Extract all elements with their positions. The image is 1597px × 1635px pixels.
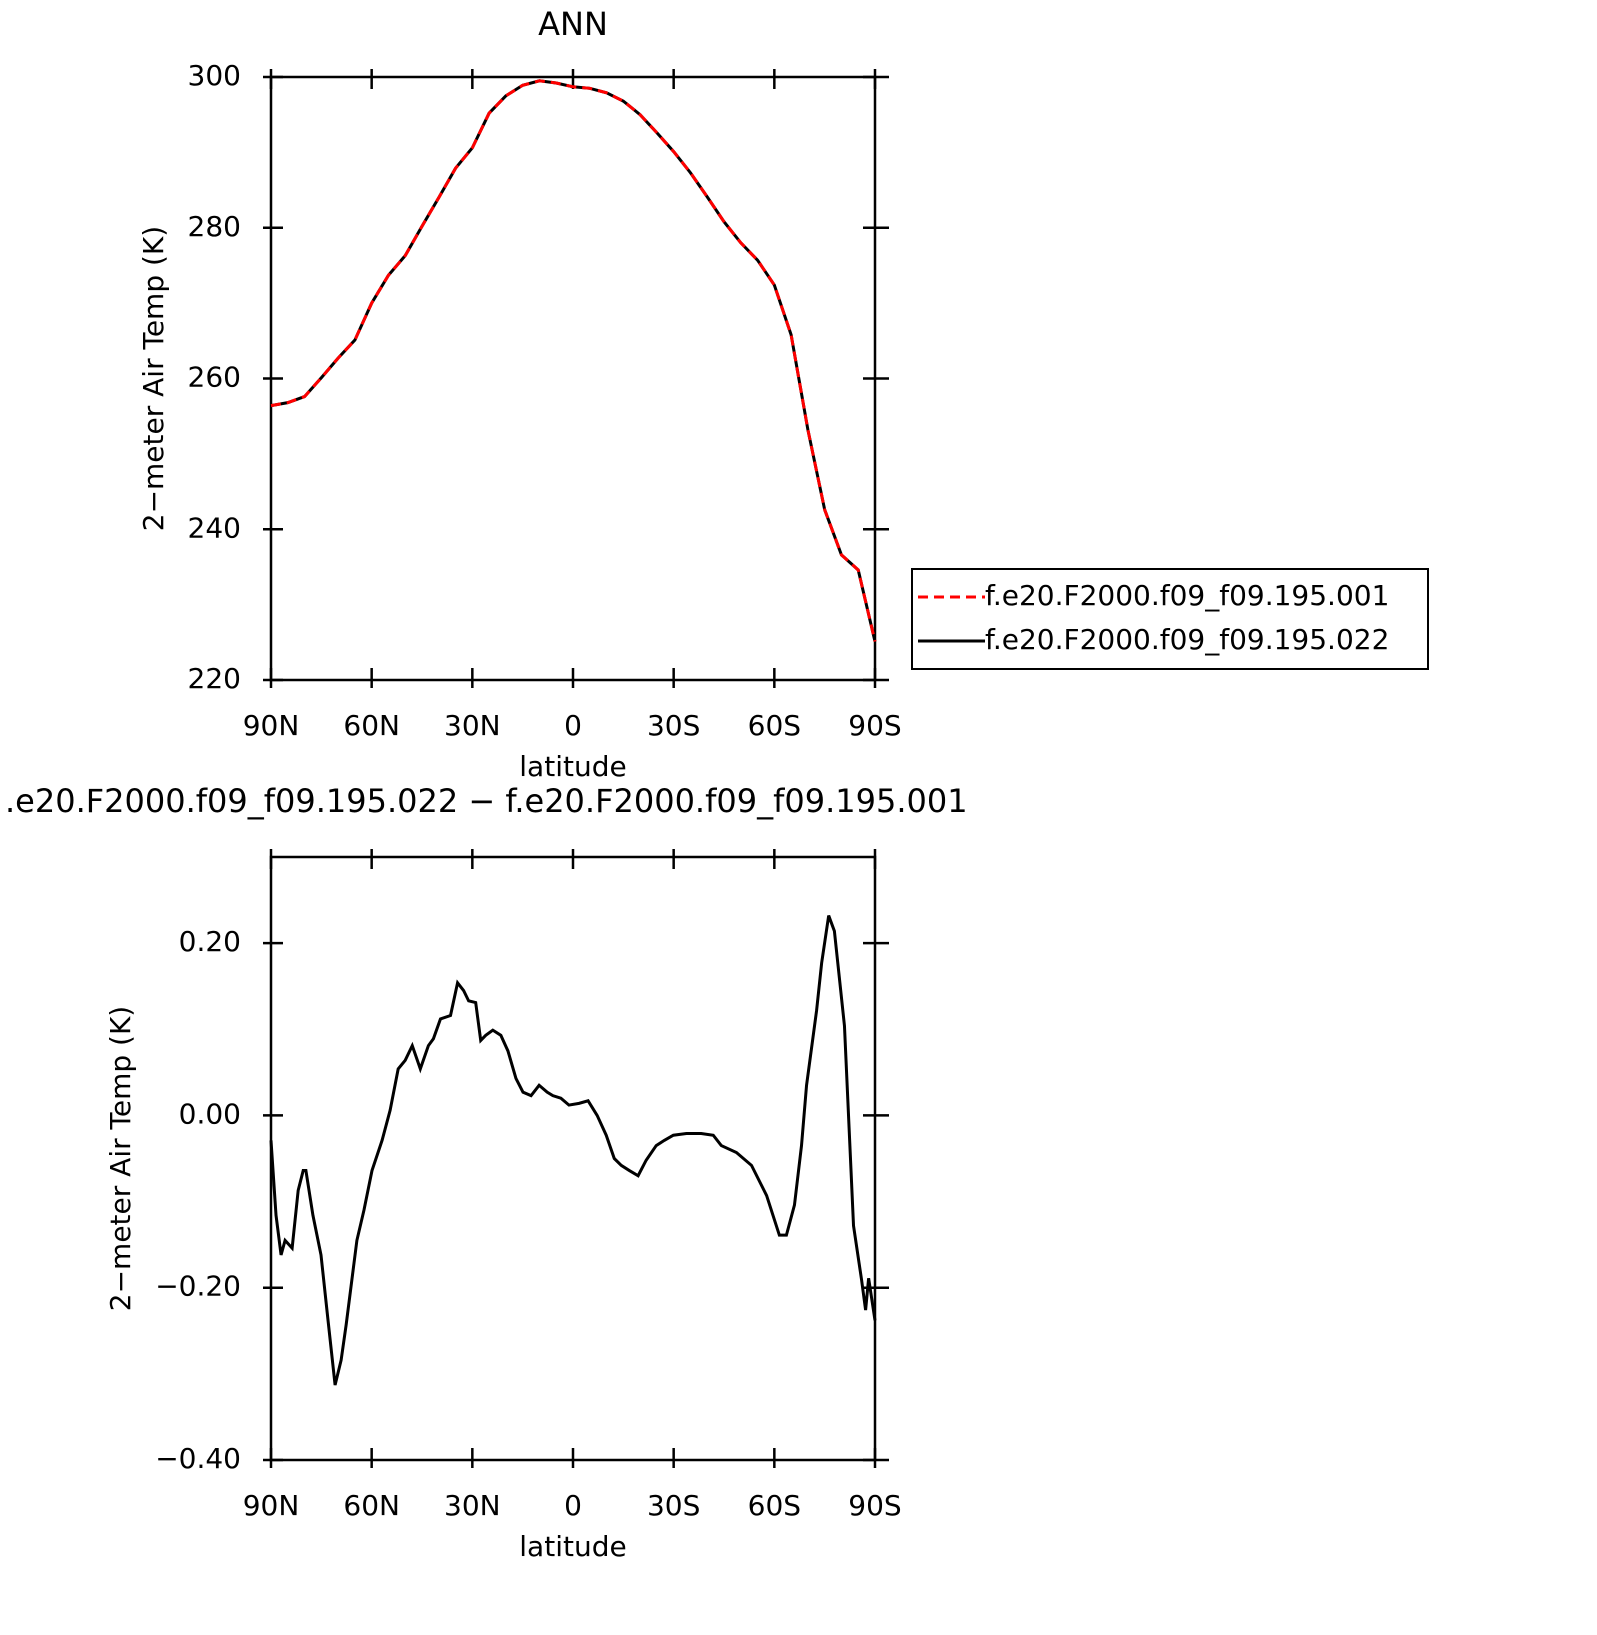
x-tick-label: 0 bbox=[564, 709, 582, 742]
x-tick-label: 90S bbox=[848, 709, 901, 742]
y-tick-label: 300 bbox=[188, 59, 241, 92]
legend-label: f.e20.F2000.f09_f09.195.022 bbox=[985, 623, 1389, 656]
x-tick-label: 90N bbox=[243, 709, 300, 742]
x-tick-label: 60S bbox=[748, 709, 801, 742]
x-tick-label: 30N bbox=[444, 1489, 501, 1522]
x-tick-label: 30N bbox=[444, 709, 501, 742]
y-tick-label: 280 bbox=[188, 210, 241, 243]
plot-frame bbox=[269, 75, 877, 682]
x-tick-label: 60N bbox=[343, 1489, 400, 1522]
y-axis-label: 2−meter Air Temp (K) bbox=[137, 226, 170, 531]
x-axis-label: latitude bbox=[519, 750, 626, 783]
y-axis-label: 2−meter Air Temp (K) bbox=[104, 1006, 137, 1311]
x-tick-label: 90N bbox=[243, 1489, 300, 1522]
x-tick-label: 30S bbox=[647, 1489, 700, 1522]
x-tick-label: 60N bbox=[343, 709, 400, 742]
legend-label: f.e20.F2000.f09_f09.195.001 bbox=[985, 579, 1389, 612]
y-tick-label: −0.20 bbox=[155, 1270, 241, 1303]
y-tick-label: 0.20 bbox=[179, 925, 241, 958]
plot-frame bbox=[269, 855, 877, 1462]
legend-box bbox=[911, 568, 1429, 670]
y-tick-label: −0.40 bbox=[155, 1442, 241, 1475]
data-line bbox=[269, 915, 877, 1386]
chart-title: ANN bbox=[538, 5, 608, 43]
data-line bbox=[270, 79, 877, 642]
data-line bbox=[270, 79, 877, 642]
x-tick-label: 90S bbox=[848, 1489, 901, 1522]
y-tick-label: 260 bbox=[188, 361, 241, 394]
x-tick-label: 0 bbox=[564, 1489, 582, 1522]
x-tick-label: 30S bbox=[647, 709, 700, 742]
x-axis-label: latitude bbox=[519, 1530, 626, 1563]
chart-title: .e20.F2000.f09_f09.195.022 − f.e20.F2000… bbox=[5, 782, 968, 820]
x-tick-label: 60S bbox=[748, 1489, 801, 1522]
y-tick-label: 240 bbox=[188, 511, 241, 544]
y-tick-label: 220 bbox=[188, 662, 241, 695]
y-tick-label: 0.00 bbox=[179, 1097, 241, 1130]
